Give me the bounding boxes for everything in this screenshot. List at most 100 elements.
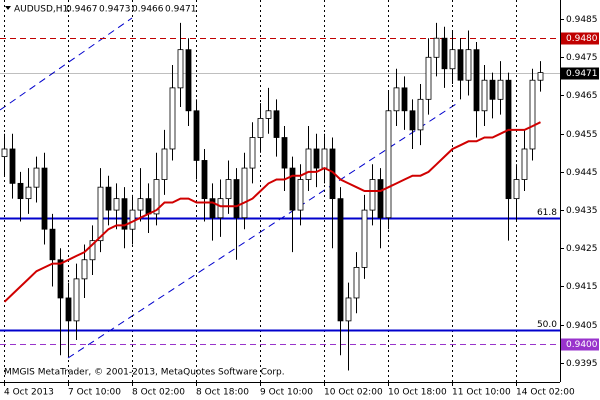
candle-body [337, 198, 344, 322]
candle-body [449, 49, 456, 70]
price-label: 0.9480 [566, 34, 598, 44]
candle-body [345, 297, 352, 322]
price-label-box [561, 338, 599, 351]
candle-body [33, 167, 40, 188]
candle-body [225, 179, 232, 200]
copyright: MMGIS MetaTrader, © 2001-2013, MetaQuote… [4, 368, 285, 378]
price-label: 0.9471 [566, 69, 598, 79]
header-value: 0.9466 [132, 5, 164, 15]
candle-body [265, 110, 272, 119]
candle-body [185, 49, 192, 112]
candle-body [361, 209, 368, 268]
x-tick-label: 11 Oct 10:00 [452, 388, 511, 398]
y-tick-label: 0.9405 [566, 321, 598, 331]
candle-body [281, 137, 288, 169]
x-tick-label: 10 Oct 18:00 [388, 388, 447, 398]
header-value: 0.9473 [99, 5, 131, 15]
candle-body [369, 179, 376, 211]
candle-body [505, 79, 512, 200]
x-tick-label: 7 Oct 10:00 [68, 388, 121, 398]
x-tick-label: 4 Oct 2013 [4, 388, 54, 398]
candle-body [521, 148, 528, 180]
candle-body [121, 198, 128, 230]
candle-body [249, 137, 256, 169]
candle-body [49, 228, 56, 261]
candle-body [289, 167, 296, 211]
candle-body [1, 148, 8, 158]
candle-body [177, 49, 184, 89]
candle-body [537, 72, 544, 81]
candle-body [257, 118, 264, 138]
y-tick-label: 0.9485 [566, 15, 598, 25]
moving-average [3, 121, 541, 303]
x-tick-label: 10 Oct 02:00 [324, 388, 383, 398]
fib-label: 61.8 [537, 208, 557, 218]
candle-body [401, 87, 408, 112]
y-tick-label: 0.9395 [566, 359, 598, 369]
candle-body [65, 297, 72, 322]
candle-body [465, 49, 472, 81]
candle-body [353, 266, 360, 299]
candle-body [9, 148, 16, 184]
candle-body [145, 198, 152, 215]
candle-body [161, 148, 168, 180]
x-tick-label: 8 Oct 18:00 [196, 388, 249, 398]
candle-body [473, 49, 480, 112]
candle-body [233, 179, 240, 219]
candle-body [529, 79, 536, 150]
y-tick-label: 0.9415 [566, 282, 598, 292]
candle-body [297, 179, 304, 211]
candle-body [425, 56, 432, 100]
candle-body [113, 198, 120, 211]
candle-body [409, 110, 416, 131]
candle-body [41, 167, 48, 230]
candle-body [481, 79, 488, 112]
candle-body [273, 110, 280, 138]
candle-body [393, 87, 400, 112]
candle-body [57, 259, 64, 299]
candle-body [433, 37, 440, 58]
candle-body [97, 186, 104, 242]
x-tick-label: 9 Oct 10:00 [260, 388, 313, 398]
candle-body [241, 167, 248, 219]
y-tick-label: 0.9425 [566, 244, 598, 254]
candle-body [217, 198, 224, 219]
y-tick-label: 0.9475 [566, 53, 598, 63]
menu-arrow [5, 6, 11, 10]
price-label-box [561, 32, 599, 45]
x-tick-label: 8 Oct 02:00 [132, 388, 185, 398]
candle-body [441, 37, 448, 70]
candle-body [105, 186, 112, 211]
symbol: AUDUSD,H1 [14, 5, 68, 15]
candle-body [169, 87, 176, 150]
x-tick-label: 14 Oct 02:00 [516, 388, 575, 398]
candle-body [153, 179, 160, 215]
y-tick-label: 0.9435 [566, 206, 598, 216]
header-value: 0.9467 [66, 5, 98, 15]
trend-line [0, 17, 133, 111]
price-label: 0.9400 [566, 340, 598, 350]
candle-body [201, 160, 208, 200]
candle-body [497, 79, 504, 100]
candle-body [17, 182, 24, 200]
candle-body [89, 240, 96, 261]
candle-body [209, 198, 216, 219]
candle-body [457, 49, 464, 81]
y-tick-label: 0.9465 [566, 91, 598, 101]
candle-body [417, 98, 424, 131]
candle-body [25, 186, 32, 200]
candle-body [73, 278, 80, 322]
header-value: 0.9471 [165, 5, 197, 15]
y-tick-label: 0.9455 [566, 130, 598, 140]
candle-body [513, 179, 520, 200]
candle-body [81, 259, 88, 280]
y-tick-label: 0.9445 [566, 168, 598, 178]
price-label-box [561, 67, 599, 80]
candle-body [385, 110, 392, 219]
candle-body [489, 79, 496, 100]
candle-body [305, 148, 312, 180]
candle-body [321, 148, 328, 169]
candle-body [377, 179, 384, 219]
